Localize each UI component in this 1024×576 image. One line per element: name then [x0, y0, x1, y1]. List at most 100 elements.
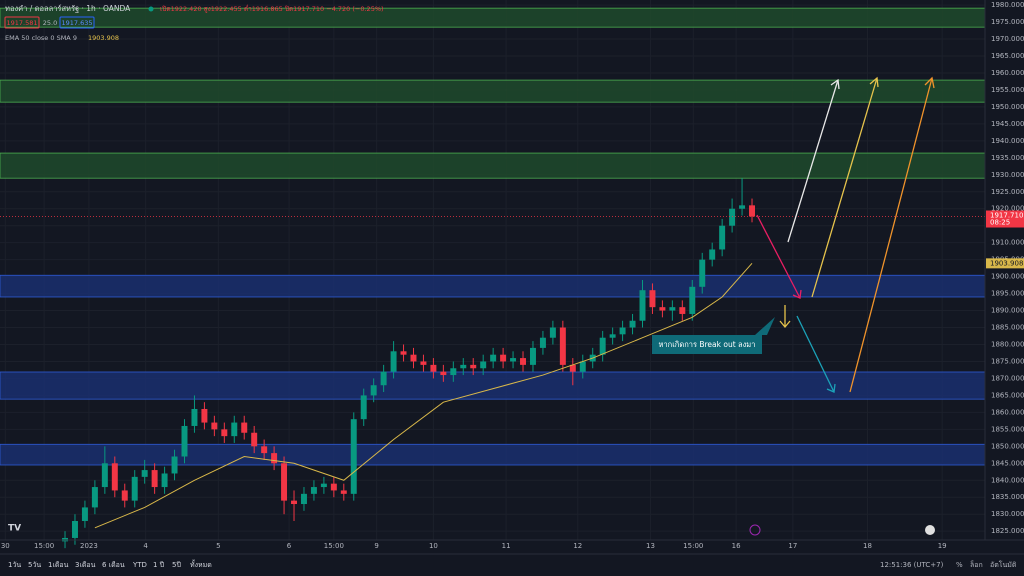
zones: [0, 7, 986, 466]
flag-marker[interactable]: [925, 525, 935, 535]
range-button[interactable]: 5ปี: [172, 561, 181, 569]
annotation-box: [652, 317, 775, 354]
candle-body: [569, 364, 576, 372]
zone: [0, 7, 986, 28]
y-tick-label: 1965.000: [991, 52, 1024, 60]
y-tick-label: 1885.000: [991, 324, 1024, 332]
candle-body: [141, 470, 148, 477]
range-button[interactable]: YTD: [132, 561, 147, 569]
range-button[interactable]: 3เดือน: [75, 561, 96, 569]
zone: [0, 274, 986, 298]
range-button[interactable]: 1 ปี: [153, 561, 165, 569]
y-tick-label: 1925.000: [991, 188, 1024, 196]
candle-body: [460, 364, 467, 369]
arrow-head: [830, 78, 840, 90]
clock: 12:51:36 (UTC+7): [880, 561, 944, 569]
log-toggle[interactable]: ล็อก: [970, 560, 983, 569]
candle-body: [370, 385, 377, 396]
x-tick-label: 2023: [80, 542, 98, 550]
range-button[interactable]: 1เดือน: [48, 561, 69, 569]
arrow-head: [869, 76, 879, 88]
arrow-head: [924, 76, 935, 89]
candle-body: [510, 358, 517, 362]
spread: 25.0: [43, 19, 57, 27]
candle-body: [151, 470, 158, 488]
candle-body: [251, 432, 258, 447]
y-tick-label: 1870.000: [991, 374, 1024, 382]
candle-body: [470, 364, 477, 369]
arrow: [756, 214, 801, 299]
candle-body: [390, 351, 397, 372]
candle-body: [71, 520, 78, 538]
event-marker[interactable]: [749, 524, 761, 536]
ema-price-label: 1903.908: [990, 259, 1023, 267]
y-tick-label: 1895.000: [991, 290, 1024, 298]
y-tick-label: 1855.000: [991, 425, 1024, 433]
candle-body: [300, 493, 307, 505]
candle-body: [330, 483, 337, 491]
candle-body: [699, 259, 706, 287]
plot: [0, 178, 985, 549]
candle-body: [450, 368, 457, 376]
x-tick-label: 15:00: [34, 542, 54, 550]
y-tick-label: 1910.000: [991, 239, 1024, 247]
y-tick-label: 1845.000: [991, 459, 1024, 467]
candle-body: [749, 205, 756, 217]
candle-body: [360, 395, 367, 420]
candle-body: [121, 490, 128, 501]
x-tick-label: 9: [374, 542, 378, 550]
candle-body: [619, 327, 626, 335]
range-button[interactable]: 5วัน: [28, 561, 41, 569]
y-tick-label: 1890.000: [991, 307, 1024, 315]
x-tick-label: 6: [287, 542, 292, 550]
candle-body: [689, 286, 696, 314]
x-tick-label: 19: [938, 542, 947, 550]
candle-body: [340, 490, 347, 494]
candle-body: [559, 327, 566, 365]
candle-body: [310, 487, 317, 494]
x-tick-label: 15:00: [324, 542, 344, 550]
candle-body: [729, 208, 736, 226]
candle-body: [739, 205, 746, 209]
candle-body: [549, 327, 556, 338]
candle-body: [241, 422, 248, 433]
x-tick-label: 13: [646, 542, 655, 550]
candle-body: [161, 473, 168, 488]
candle-body: [221, 429, 228, 437]
toolbar: 12:51:36 (UTC+7) % ล็อก อัตโนมัติ 1วัน 5ว…: [8, 558, 1017, 569]
x-tick-label: 30: [1, 542, 10, 550]
candle-body: [320, 483, 327, 488]
logo: TV: [8, 524, 21, 534]
ask[interactable]: 1917.635: [61, 19, 92, 27]
candle-body: [81, 507, 88, 521]
candle-body: [639, 290, 646, 321]
range-button[interactable]: ทั้งหมด: [190, 558, 212, 569]
candle-body: [599, 337, 606, 355]
candle-body: [440, 371, 447, 376]
candle-body: [490, 354, 497, 362]
percent-toggle[interactable]: %: [956, 561, 963, 569]
y-tick-label: 1875.000: [991, 357, 1024, 365]
candle-body: [649, 290, 656, 308]
bid[interactable]: 1917.581: [6, 19, 37, 27]
y-tick-label: 1835.000: [991, 493, 1024, 501]
y-tick-label: 1980.000: [991, 1, 1024, 9]
x-tick-label: 15:00: [683, 542, 703, 550]
buy-button[interactable]: [59, 16, 95, 29]
candle-body: [281, 463, 288, 501]
ohlc: เปิด1922.420 สูง1922.455 ต่ำ1916.865 ปิด…: [160, 4, 384, 13]
arrow: [787, 79, 839, 243]
range-button[interactable]: 1วัน: [8, 561, 21, 569]
zone: [0, 152, 986, 179]
y-tick-label: 1825.000: [991, 527, 1024, 535]
auto-toggle[interactable]: อัตโนมัติ: [990, 560, 1017, 569]
candle-body: [529, 347, 536, 365]
y-tick-label: 1865.000: [991, 391, 1024, 399]
candle-body: [420, 361, 427, 365]
arrow: [811, 77, 878, 298]
status-dot: [148, 6, 154, 12]
range-button[interactable]: 6 เดือน: [102, 561, 125, 569]
y-tick-label: 1930.000: [991, 171, 1024, 179]
sell-button[interactable]: [4, 16, 40, 29]
